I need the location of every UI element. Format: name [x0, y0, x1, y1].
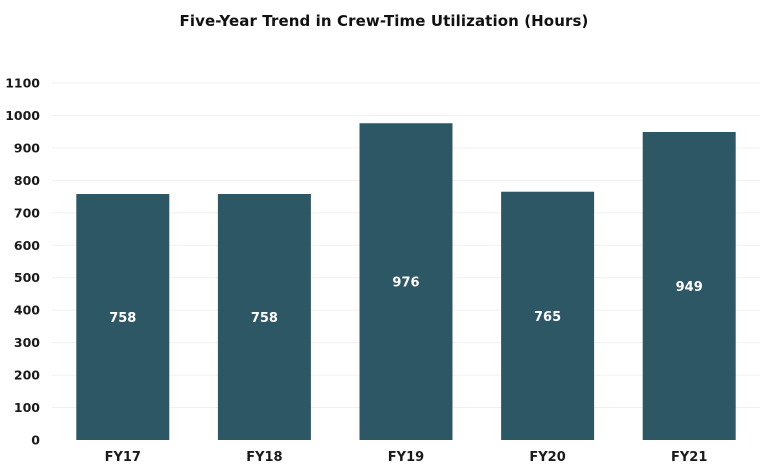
bar-fy21 [642, 132, 736, 441]
y-tick-label: 900 [14, 140, 40, 155]
data-label: 949 [676, 280, 703, 295]
y-axis: 0 100 200 300 400 500 600 700 800 900 1000 1100 [5, 76, 40, 448]
y-tick-label: 0 [31, 433, 40, 448]
y-tick-label: 700 [14, 205, 40, 220]
x-tick-label: FY19 [388, 450, 424, 465]
x-axis: FY17 FY18 FY19 FY20 FY21 [105, 450, 708, 465]
y-tick-label: 1000 [5, 108, 40, 123]
bar-fy19 [359, 123, 453, 440]
y-tick-label: 1100 [5, 76, 40, 91]
x-tick-label: FY21 [671, 450, 707, 465]
y-tick-label: 800 [14, 173, 40, 188]
data-label: 765 [534, 310, 561, 325]
bar-fy20 [501, 191, 595, 440]
y-tick-label: 200 [14, 368, 40, 383]
x-tick-label: FY18 [246, 450, 282, 465]
bar-fy17 [76, 193, 170, 440]
y-tick-label: 300 [14, 335, 40, 350]
chart-title: Five-Year Trend in Crew-Time Utilization… [179, 12, 589, 30]
y-tick-label: 400 [14, 303, 40, 318]
bar-fy18 [217, 193, 311, 440]
data-label: 758 [251, 311, 278, 326]
y-tick-label: 500 [14, 270, 40, 285]
bars: 758 758 976 765 949 [76, 123, 736, 441]
data-label: 976 [392, 276, 419, 291]
y-tick-label: 100 [14, 400, 40, 415]
data-label: 758 [109, 311, 136, 326]
y-tick-label: 600 [14, 238, 40, 253]
x-tick-label: FY20 [529, 450, 565, 465]
x-tick-label: FY17 [105, 450, 141, 465]
